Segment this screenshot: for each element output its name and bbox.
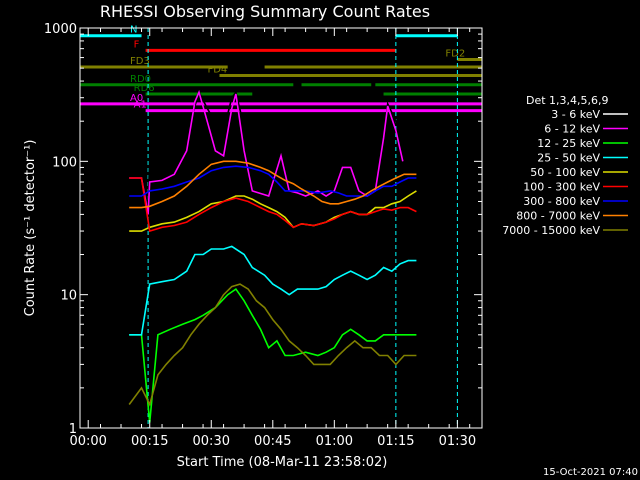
y-tick-label-0: 1 (69, 422, 77, 437)
legend-label-5: 100 - 300 keV (523, 181, 600, 194)
flag-label-a0: A0 (130, 93, 143, 104)
flag-label-n: N (130, 25, 137, 36)
flag-label-a1: A1 (134, 100, 147, 111)
x-tick-label-0: 00:00 (69, 434, 106, 449)
x-tick-label-4: 01:00 (316, 434, 353, 449)
x-axis-label: Start Time (08-Mar-11 23:58:02) (177, 455, 388, 470)
flag-label-rd6: RD6 (134, 83, 155, 94)
legend-label-2: 12 - 25 keV (537, 137, 600, 150)
flag-label-rd0: RD0 (130, 74, 151, 85)
y-tick-label-2: 100 (52, 155, 77, 170)
x-tick-label-6: 01:30 (439, 434, 476, 449)
y-tick-label-1: 10 (60, 289, 77, 304)
legend-label-0: 3 - 6 keV (551, 108, 600, 121)
series-line-4 (129, 190, 417, 232)
legend-label-1: 6 - 12 keV (544, 123, 600, 136)
series-line-3 (129, 245, 417, 336)
y-tick-label-3: 1000 (44, 22, 77, 37)
x-tick-label-2: 00:30 (193, 434, 230, 449)
legend-label-7: 800 - 7000 keV (516, 210, 600, 223)
flag-label-fd3: FD3 (130, 56, 150, 67)
legend-label-8: 7000 - 15000 keV (502, 224, 600, 237)
series-lines (128, 89, 417, 423)
series-line-2 (129, 287, 417, 423)
legend-title: Det 1,3,4,5,6,9 (526, 94, 609, 107)
series-line-5 (129, 177, 417, 233)
series-line-8 (128, 283, 417, 407)
series-line-6 (129, 165, 417, 197)
x-tick-label-1: 00:15 (131, 434, 168, 449)
series-line-0 (129, 90, 414, 414)
x-tick-label-3: 00:45 (254, 434, 291, 449)
flag-label-f: F (134, 39, 140, 50)
series-line-7 (129, 160, 417, 209)
timestamp: 15-Oct-2021 07:40 (543, 467, 638, 478)
axis-ticks: 00:00 00:15 00:30 00:45 01:00 01:15 01:30 1 10 10… (44, 22, 482, 449)
plot-frame (79, 27, 483, 429)
x-tick-label-5: 01:15 (377, 434, 414, 449)
legend-label-3: 25 - 50 keV (537, 152, 600, 165)
flag-label-fd2: FD2 (445, 49, 465, 60)
legend-label-4: 50 - 100 keV (530, 166, 600, 179)
legend-label-6: 300 - 800 keV (523, 195, 600, 208)
chart-title: RHESSI Observing Summary Count Rates (100, 2, 430, 21)
y-axis-label: Count Rate (s⁻¹ detector⁻¹) (23, 140, 38, 317)
flag-label-fd4: FD4 (207, 65, 227, 76)
